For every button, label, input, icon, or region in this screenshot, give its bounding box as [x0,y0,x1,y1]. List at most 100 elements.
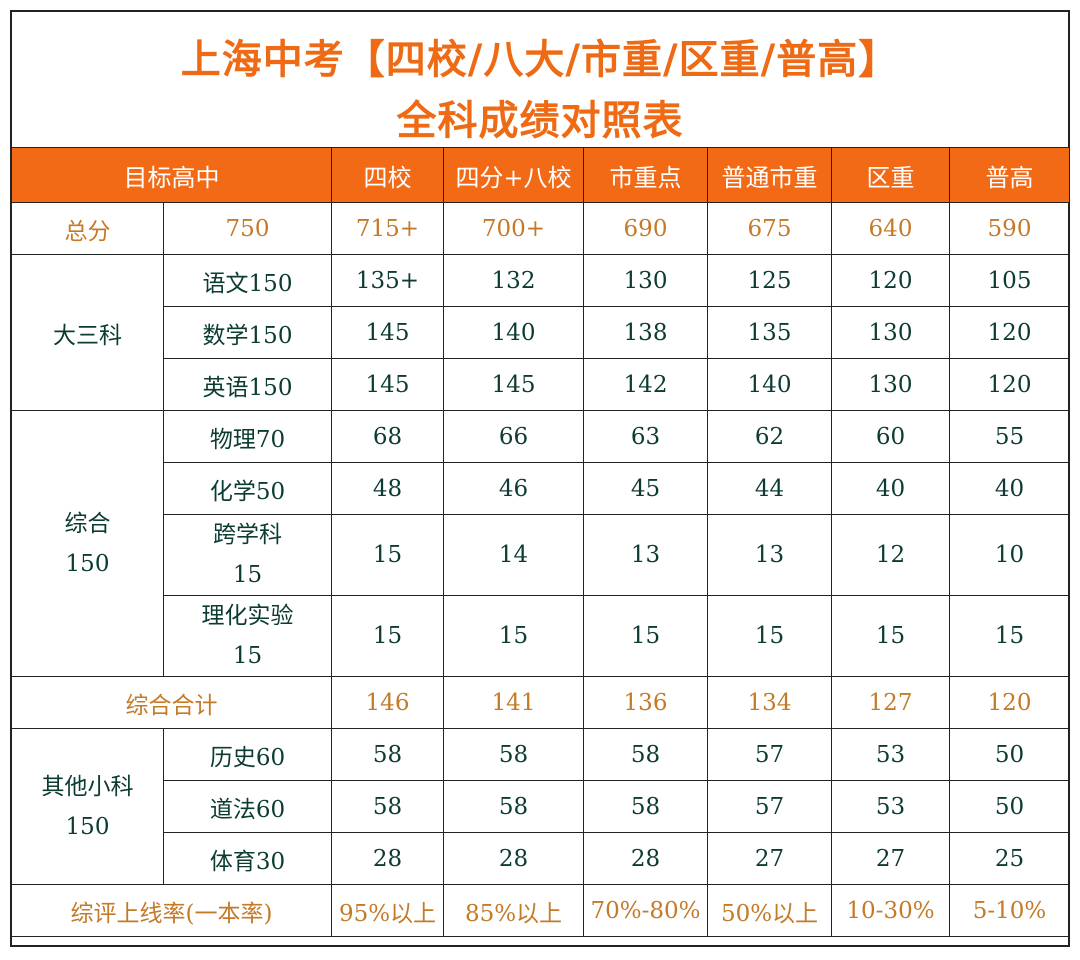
cell: 44 [707,462,832,515]
cell: 46 [443,462,584,515]
cell: 70%-80% [583,884,708,937]
subject-label: 跨学科 15 [163,514,332,596]
cell: 10-30% [831,884,950,937]
cell: 58 [443,780,584,833]
subject-label: 语文150 [163,254,332,307]
cell: 66 [443,410,584,463]
cell: 53 [831,780,950,833]
cell: 130 [831,358,950,411]
table-row: 大三科 语文150 135+ 132 130 125 120 105 [11,254,1070,411]
cell: 27 [707,832,832,885]
cell: 40 [949,462,1070,515]
cell: 590 [949,202,1070,255]
group-label-line: 150 [65,550,110,577]
table-row: 数学150 145 140 138 135 130 120 [12,306,1070,359]
subject-label: 道法60 [163,780,332,833]
cell: 145 [331,306,444,359]
table-row: 理化实验 15 15 15 15 15 15 15 [12,595,1070,677]
cell: 58 [331,780,444,833]
cell: 130 [831,306,950,359]
cell: 130 [583,254,708,307]
cell: 10 [949,514,1070,596]
cell: 15 [949,595,1070,677]
cell: 141 [443,676,584,729]
cell: 58 [331,728,444,781]
cell: 50 [949,780,1070,833]
group-label-big-three: 大三科 [11,254,164,411]
header-col: 市重点 [583,147,708,203]
cell: 145 [331,358,444,411]
cell: 120 [949,358,1070,411]
subject-label-line: 跨学科 [213,522,282,548]
header-col: 普高 [949,147,1070,203]
cell: 142 [583,358,708,411]
subject-label-line: 15 [232,643,263,669]
cell: 40 [831,462,950,515]
cell: 63 [583,410,708,463]
cell: 120 [949,306,1070,359]
cell: 640 [831,202,950,255]
cell: 48 [331,462,444,515]
subject-label: 体育30 [163,832,332,885]
cell: 45 [583,462,708,515]
table-row: 体育30 28 28 28 27 27 25 [12,832,1070,885]
cell: 58 [443,728,584,781]
cell: 12 [831,514,950,596]
group-label-line: 其他小科 [41,773,134,800]
subject-label: 历史60 [163,728,332,781]
cell: 55 [949,410,1070,463]
subject-label: 化学50 [163,462,332,515]
total-label: 总分 [11,202,164,255]
cell: 27 [831,832,950,885]
subject-label-line: 理化实验 [201,603,294,629]
cell: 140 [707,358,832,411]
rate-label: 综评上线率(一本率) [11,884,332,937]
page-title: 上海中考【四校/八大/市重/区重/普高】 [180,37,900,83]
cell: 105 [949,254,1070,307]
table-row: 综合 150 物理70 68 66 63 62 60 55 [11,410,1070,677]
cell: 675 [707,202,832,255]
group-label-line: 综合 [64,510,111,537]
cell: 50 [949,728,1070,781]
cell: 134 [707,676,832,729]
cell: 120 [831,254,950,307]
cell: 14 [443,514,584,596]
cell: 5-10% [949,884,1070,937]
header-col: 四校 [331,147,444,203]
score-table: 目标高中 四校 四分+八校 市重点 普通市重 区重 普高 总分 750 715+… [11,147,1070,937]
group-label-comprehensive: 综合 150 [11,410,164,677]
header-col: 普通市重 [707,147,832,203]
cell: 68 [331,410,444,463]
subject-label: 英语150 [163,358,332,411]
group-label-line: 150 [65,813,110,840]
rate-row: 综评上线率(一本率) 95%以上 85%以上 70%-80% 50%以上 10-… [11,884,1070,937]
cell: 28 [583,832,708,885]
group-label-others: 其他小科 150 [11,728,164,885]
cell: 15 [331,514,444,596]
total-full: 750 [163,202,332,255]
table-row: 道法60 58 58 58 57 53 50 [12,780,1070,833]
table-row: 跨学科 15 15 14 13 13 12 10 [12,514,1070,596]
table-row: 其他小科 150 历史60 58 58 58 57 53 50 [11,728,1070,885]
cell: 15 [583,595,708,677]
cell: 28 [443,832,584,885]
cell: 715+ [331,202,444,255]
cell: 13 [583,514,708,596]
table-row: 英语150 145 145 142 140 130 120 [12,358,1070,411]
header-col: 区重 [831,147,950,203]
cell: 135+ [331,254,444,307]
cell: 15 [831,595,950,677]
cell: 25 [949,832,1070,885]
subject-label: 数学150 [163,306,332,359]
subject-label: 物理70 [163,410,332,463]
page-subtitle: 全科成绩对照表 [396,98,684,144]
cell: 125 [707,254,832,307]
header-row: 目标高中 四校 四分+八校 市重点 普通市重 区重 普高 [11,147,1070,203]
cell: 690 [583,202,708,255]
cell: 85%以上 [443,884,584,937]
cell: 15 [707,595,832,677]
cell: 132 [443,254,584,307]
total-row: 总分 750 715+ 700+ 690 675 640 590 [11,202,1070,255]
cell: 120 [949,676,1070,729]
cell: 700+ [443,202,584,255]
